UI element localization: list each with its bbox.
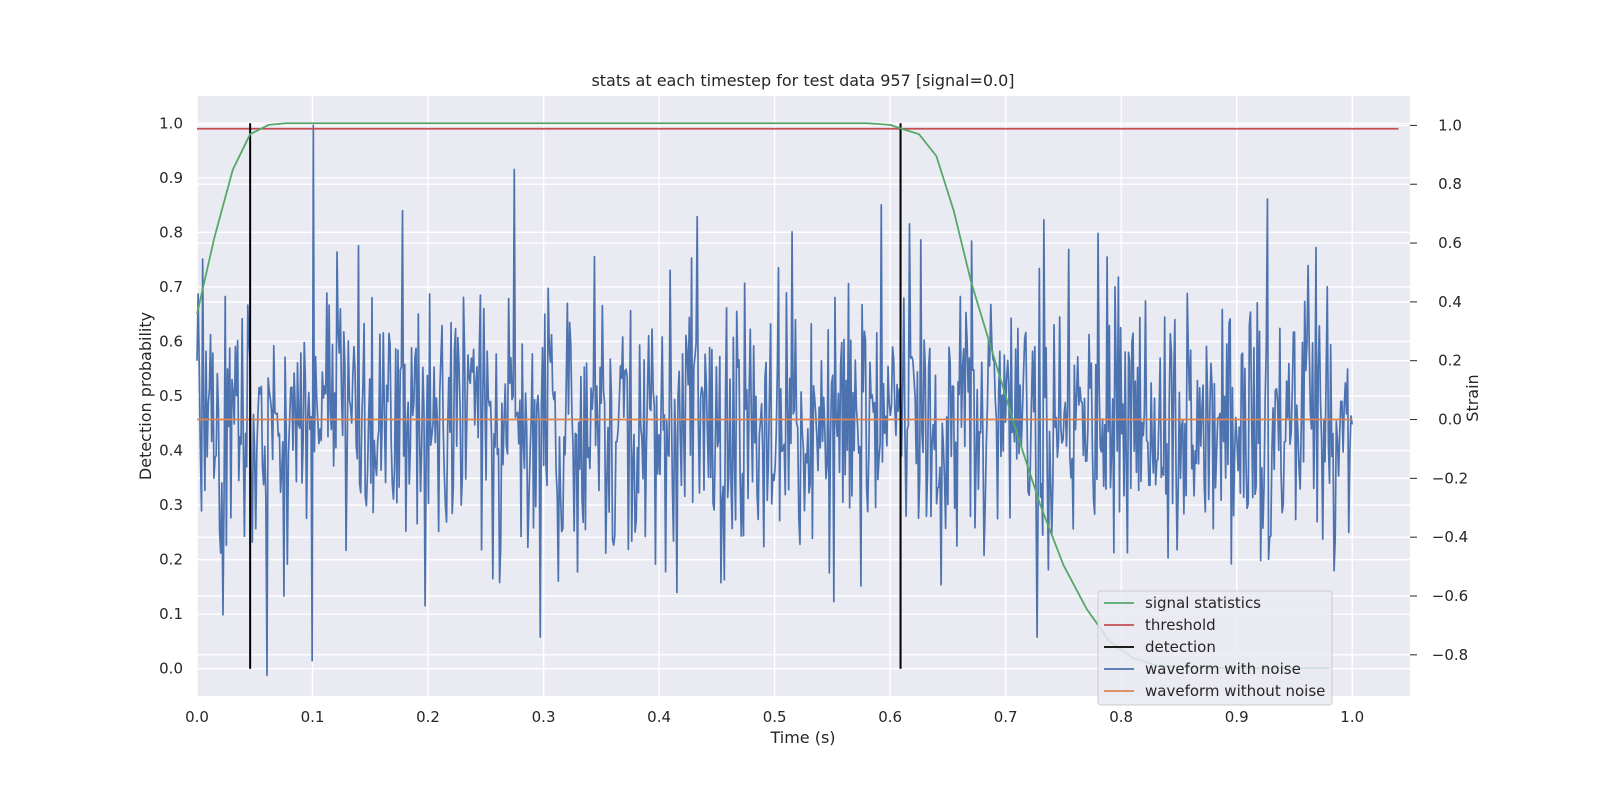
y-axis-label-right: Strain [1463, 374, 1482, 421]
legend-label-signal-statistics: signal statistics [1145, 594, 1261, 612]
y-right-tick-labels: −0.8 −0.6 −0.4 −0.2 0.0 0.2 0.4 0.6 0.8 1.0 [1410, 116, 1468, 664]
y-right-tick-label: −0.2 [1432, 469, 1468, 487]
y-right-tick-label: 0.2 [1438, 352, 1462, 370]
x-axis-label: Time (s) [769, 728, 835, 747]
y-left-tick-label: 0.9 [159, 169, 183, 187]
y-right-tick-label: −0.6 [1432, 587, 1468, 605]
y-left-tick-label: 0.5 [159, 387, 183, 405]
legend-label-waveform-with-noise: waveform with noise [1145, 660, 1301, 678]
y-left-tick-label: 0.1 [159, 605, 183, 623]
x-tick-label: 0.4 [647, 708, 671, 726]
y-right-tick-label: −0.8 [1432, 646, 1468, 664]
y-left-tick-label: 1.0 [159, 114, 183, 132]
x-tick-label: 0.9 [1225, 708, 1249, 726]
y-right-tick-label: −0.4 [1432, 528, 1468, 546]
x-tick-label: 1.0 [1340, 708, 1364, 726]
y-left-tick-label: 0.6 [159, 332, 183, 350]
x-tick-label: 0.1 [301, 708, 325, 726]
y-left-tick-label: 0.8 [159, 223, 183, 241]
y-axis-label-left: Detection probability [136, 312, 155, 480]
x-tick-label: 0.0 [185, 708, 209, 726]
x-tick-label: 0.6 [878, 708, 902, 726]
legend-label-waveform-without-noise: waveform without noise [1145, 682, 1325, 700]
y-left-tick-label: 0.4 [159, 442, 183, 460]
y-left-tick-labels: 0.0 0.1 0.2 0.3 0.4 0.5 0.6 0.7 0.8 0.9 1.0 [159, 114, 183, 677]
y-right-tick-label: 0.8 [1438, 175, 1462, 193]
y-right-tick-label: 1.0 [1438, 116, 1462, 134]
legend-box [1097, 590, 1333, 706]
x-tick-label: 0.7 [994, 708, 1018, 726]
x-tick-label: 0.8 [1109, 708, 1133, 726]
legend: signal statistics threshold detection wa… [1097, 590, 1333, 706]
y-left-tick-label: 0.7 [159, 278, 183, 296]
x-tick-label: 0.2 [416, 708, 440, 726]
y-right-tick-label: 0.6 [1438, 234, 1462, 252]
legend-label-threshold: threshold [1145, 616, 1216, 634]
y-left-tick-label: 0.0 [159, 660, 183, 678]
legend-label-detection: detection [1145, 638, 1216, 656]
y-right-tick-label: 0.4 [1438, 293, 1462, 311]
y-right-tick-label: 0.0 [1438, 411, 1462, 429]
chart-title: stats at each timestep for test data 957… [591, 71, 1014, 90]
y-left-tick-label: 0.3 [159, 496, 183, 514]
y-left-tick-label: 0.2 [159, 551, 183, 569]
series-waveform-with-noise [196, 124, 1353, 677]
x-tick-label: 0.5 [763, 708, 787, 726]
x-tick-label: 0.3 [532, 708, 556, 726]
x-tick-labels: 0.0 0.1 0.2 0.3 0.4 0.5 0.6 0.7 0.8 0.9 1.0 [185, 708, 1364, 726]
